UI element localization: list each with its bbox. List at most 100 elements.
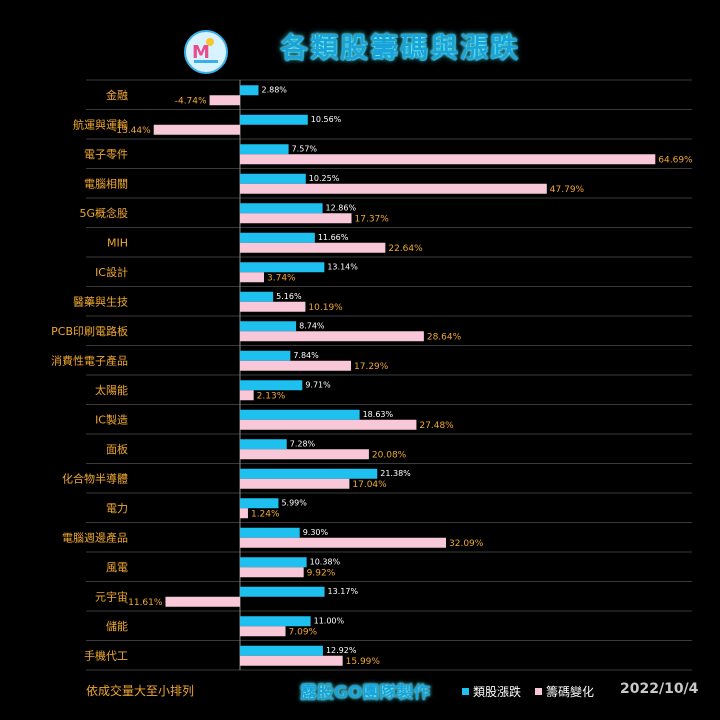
bar-chip-change bbox=[240, 272, 265, 283]
category-label: 風電 bbox=[106, 561, 128, 574]
bar-sector-change bbox=[240, 645, 323, 656]
category-label: IC製造 bbox=[95, 412, 128, 426]
bar-chip-change bbox=[240, 655, 343, 666]
bar-sector-change bbox=[240, 114, 308, 125]
legend-swatch-blue bbox=[462, 688, 469, 695]
bar-chip-change bbox=[240, 183, 547, 194]
category-label: 面板 bbox=[106, 442, 128, 456]
category-label: IC設計 bbox=[95, 265, 128, 279]
bar-sector-change bbox=[240, 144, 289, 155]
data-label-chip-change: 3.74% bbox=[267, 273, 296, 283]
data-label-sector-change: 10.56% bbox=[311, 115, 342, 124]
bar-sector-change bbox=[240, 173, 306, 184]
bar-chip-change bbox=[165, 596, 240, 607]
data-label-sector-change: 9.71% bbox=[305, 380, 331, 389]
data-label-sector-change: 8.74% bbox=[299, 321, 325, 330]
bar-sector-change bbox=[240, 291, 274, 302]
data-label-chip-change: -13.44% bbox=[113, 126, 151, 136]
bar-chip-change bbox=[240, 419, 417, 430]
data-label-chip-change: 9.92% bbox=[307, 568, 336, 578]
category-label: 電子零件 bbox=[84, 148, 128, 161]
data-label-sector-change: 18.63% bbox=[363, 410, 394, 419]
chart-title: 各類股籌碼與漲跌 bbox=[279, 31, 520, 64]
bar-sector-change bbox=[240, 439, 287, 450]
data-label-sector-change: 13.17% bbox=[328, 587, 359, 596]
category-label: 金融 bbox=[106, 88, 128, 102]
bar-chip-change bbox=[240, 478, 350, 489]
category-label: 消費性電子產品 bbox=[51, 353, 128, 367]
data-label-sector-change: 13.14% bbox=[327, 262, 358, 271]
bar-sector-change bbox=[240, 527, 300, 538]
category-label: 航運與運輸 bbox=[73, 117, 128, 131]
bar-chip-change bbox=[240, 360, 352, 371]
category-label: 太陽能 bbox=[95, 383, 128, 397]
legend-swatch-pink bbox=[535, 688, 543, 695]
bar-chip-change bbox=[240, 567, 304, 578]
date-stamp: 2022/10/4 bbox=[620, 681, 699, 697]
bar-sector-change bbox=[240, 321, 297, 332]
data-label-sector-change: 5.16% bbox=[276, 292, 302, 301]
data-label-chip-change: 22.64% bbox=[388, 244, 423, 254]
bar-chip-change bbox=[240, 154, 656, 165]
data-label-sector-change: 11.00% bbox=[314, 616, 345, 625]
bar-chip-change bbox=[209, 95, 240, 106]
data-label-sector-change: 7.57% bbox=[292, 144, 318, 153]
data-label-chip-change: 32.09% bbox=[449, 539, 484, 549]
category-label: 電力 bbox=[106, 502, 128, 515]
data-label-chip-change: -4.74% bbox=[175, 96, 207, 106]
category-label: 手機代工 bbox=[84, 648, 128, 662]
data-label-sector-change: 10.38% bbox=[310, 557, 341, 566]
credit-text: 露股GO團隊製作 bbox=[300, 683, 431, 703]
bar-chip-change bbox=[240, 626, 286, 637]
bar-chip-change bbox=[240, 508, 248, 519]
data-label-chip-change: -11.61% bbox=[125, 598, 163, 608]
category-label: 元宇宙 bbox=[95, 589, 128, 603]
data-label-sector-change: 7.28% bbox=[290, 439, 316, 448]
bar-chip-change bbox=[240, 213, 352, 224]
bar-sector-change bbox=[240, 557, 307, 568]
data-label-chip-change: 2.13% bbox=[257, 391, 286, 401]
data-label-sector-change: 7.84% bbox=[293, 351, 319, 360]
data-label-chip-change: 17.04% bbox=[352, 480, 387, 490]
bar-sector-change bbox=[240, 203, 323, 214]
data-label-chip-change: 47.79% bbox=[550, 185, 585, 195]
data-label-sector-change: 12.92% bbox=[326, 646, 357, 655]
bar-chip-change bbox=[240, 390, 254, 401]
logo-dot-icon bbox=[206, 38, 214, 46]
bar-chip-change bbox=[240, 331, 424, 342]
data-label-chip-change: 17.37% bbox=[355, 214, 390, 224]
category-label: MIH bbox=[107, 236, 128, 249]
bar-sector-change bbox=[240, 85, 259, 96]
bar-chip-change bbox=[240, 537, 447, 548]
data-label-sector-change: 5.99% bbox=[281, 498, 307, 507]
data-label-chip-change: 64.69% bbox=[658, 155, 693, 165]
bar-sector-change bbox=[240, 350, 291, 361]
bar-sector-change bbox=[240, 586, 325, 597]
bar-sector-change bbox=[240, 262, 325, 273]
category-label: 5G概念股 bbox=[79, 206, 128, 220]
data-label-sector-change: 10.25% bbox=[309, 174, 340, 183]
logo-bar-icon bbox=[194, 60, 218, 63]
category-label: 電腦相關 bbox=[84, 176, 128, 190]
category-label: 電腦週邊產品 bbox=[62, 530, 128, 544]
data-label-sector-change: 21.38% bbox=[380, 469, 411, 478]
data-label-chip-change: 1.24% bbox=[251, 509, 280, 519]
brand-logo: M bbox=[184, 30, 228, 74]
bar-chip-change bbox=[240, 449, 369, 460]
category-label: 化合物半導體 bbox=[62, 471, 128, 485]
data-label-chip-change: 17.29% bbox=[354, 362, 389, 372]
bar-sector-change bbox=[240, 616, 311, 627]
bar-sector-change bbox=[240, 498, 279, 509]
category-label: PCB印刷電路板 bbox=[51, 324, 128, 338]
bar-sector-change bbox=[240, 380, 303, 391]
data-label-chip-change: 27.48% bbox=[419, 421, 454, 431]
category-label: 儲能 bbox=[106, 619, 128, 633]
data-label-chip-change: 28.64% bbox=[427, 332, 462, 342]
bar-chip-change bbox=[153, 124, 240, 135]
sort-note: 依成交量大至小排列 bbox=[86, 684, 195, 698]
legend-label-pink: 籌碼變化 bbox=[546, 685, 595, 699]
data-label-chip-change: 7.09% bbox=[289, 627, 318, 637]
data-label-chip-change: 10.19% bbox=[308, 303, 343, 313]
